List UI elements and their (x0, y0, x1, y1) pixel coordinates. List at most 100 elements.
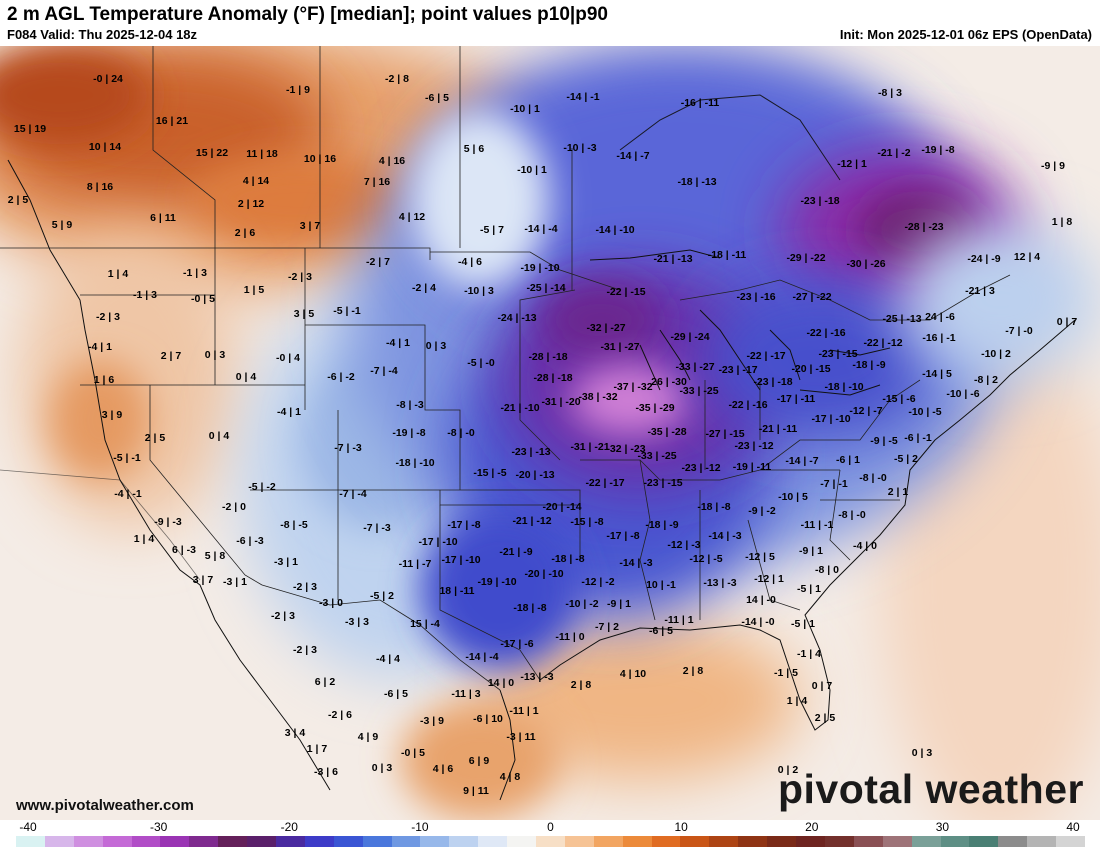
point-value-label: -3 | 6 (314, 766, 338, 778)
point-value-label: -8 | -5 (280, 519, 308, 531)
point-value-label: 2 | 7 (161, 350, 182, 362)
color-scale-segment (969, 836, 999, 847)
point-value-label: -11 | 0 (555, 631, 584, 643)
point-value-label: -29 | -22 (786, 252, 825, 264)
color-scale-bar (16, 836, 1085, 847)
point-value-label: -25 | -13 (882, 313, 921, 325)
point-value-label: -4 | 1 (277, 406, 301, 418)
point-value-label: -6 | -2 (327, 371, 355, 383)
point-value-label: -35 | -29 (635, 402, 674, 414)
color-scale-segment (160, 836, 190, 847)
color-scale-tick: -40 (19, 820, 37, 834)
color-scale-tick: 40 (1066, 820, 1080, 834)
point-value-label: -19 | -8 (392, 427, 425, 439)
point-value-label: 4 | 6 (433, 763, 454, 775)
point-value-label: 0 | 3 (912, 747, 933, 759)
point-value-label: -38 | -32 (578, 391, 617, 403)
point-value-label: -18 | -11 (708, 249, 747, 261)
color-scale-segment (651, 836, 681, 847)
point-value-label: -9 | 1 (799, 545, 823, 557)
point-value-label: 0 | 7 (1057, 316, 1078, 328)
point-value-label: -18 | -13 (677, 176, 716, 188)
point-value-label: -21 | -13 (653, 253, 692, 265)
point-value-label: -17 | -6 (500, 638, 533, 650)
point-value-label: -19 | -10 (477, 576, 516, 588)
point-value-label: -19 | -11 (733, 461, 772, 473)
point-value-label: -15 | -6 (882, 393, 915, 405)
color-scale-segment (449, 836, 479, 847)
point-value-label: 14 | 0 (488, 677, 514, 689)
point-value-label: -10 | 3 (464, 285, 494, 297)
point-value-label: -16 | -11 (681, 97, 720, 109)
point-value-label: -23 | -18 (753, 376, 792, 388)
point-value-label: -15 | -8 (570, 516, 603, 528)
point-value-label: 2 | 6 (235, 227, 256, 239)
point-value-label: -14 | -7 (616, 150, 649, 162)
point-value-label: -20 | -10 (524, 568, 563, 580)
point-value-label: -13 | -3 (703, 577, 736, 589)
point-value-label: -21 | -2 (877, 147, 910, 159)
point-value-label: -17 | -10 (441, 554, 480, 566)
point-value-label: 6 | 11 (150, 212, 176, 224)
point-value-label: -0 | 5 (191, 293, 215, 305)
point-value-label: -18 | -9 (852, 359, 885, 371)
point-value-label: -2 | 8 (385, 73, 409, 85)
point-value-label: -4 | 4 (376, 653, 400, 665)
point-value-label: 14 | -0 (746, 594, 776, 606)
point-values: -0 | 24 15 | 19 10 | 14 8 | 16 2 | 5 5 | 9 6 |… (8, 73, 1078, 797)
point-value-label: -21 | -9 (499, 546, 532, 558)
color-scale-segment (940, 836, 970, 847)
point-value-label: -2 | 3 (271, 610, 295, 622)
point-value-label: -14 | -7 (785, 455, 818, 467)
anomaly-field (0, 46, 1100, 820)
point-value-label: 1 | 5 (244, 284, 265, 296)
color-scale-tick: 0 (547, 820, 554, 834)
color-scale-segment (738, 836, 768, 847)
point-value-label: -12 | 5 (745, 551, 775, 563)
point-value-label: -17 | -8 (447, 519, 480, 531)
point-value-label: -23 | -17 (718, 364, 757, 376)
point-value-label: -7 | -1 (820, 478, 848, 490)
point-value-label: -6 | 5 (384, 688, 408, 700)
point-value-label: 4 | 9 (358, 731, 379, 743)
color-scale-segment (362, 836, 392, 847)
color-scale-segment (333, 836, 363, 847)
point-value-label: 6 | -3 (172, 544, 196, 556)
color-scale-segment (853, 836, 883, 847)
point-value-label: -23 | -15 (818, 348, 857, 360)
point-value-label: -8 | -0 (447, 427, 475, 439)
point-value-label: 3 | 9 (102, 409, 123, 421)
point-value-label: 4 | 14 (243, 175, 269, 187)
point-value-label: 4 | 16 (379, 155, 405, 167)
point-value-label: 10 | -1 (646, 579, 676, 591)
point-value-label: -12 | -5 (689, 553, 722, 565)
point-value-label: -2 | 3 (293, 644, 317, 656)
point-value-label: -2 | 7 (366, 256, 390, 268)
point-value-label: -4 | -1 (114, 488, 142, 500)
point-value-label: -1 | 9 (286, 84, 310, 96)
color-scale-segment (593, 836, 623, 847)
point-value-label: -18 | -10 (395, 457, 434, 469)
point-value-label: -22 | -17 (746, 350, 785, 362)
point-value-label: 15 | 19 (14, 123, 46, 135)
point-value-label: -18 | -8 (551, 553, 584, 565)
point-value-label: -5 | -1 (333, 305, 361, 317)
point-value-label: -5 | -2 (248, 481, 276, 493)
color-scale-segment (247, 836, 277, 847)
point-value-label: -6 | 5 (649, 625, 673, 637)
point-value-label: -7 | -3 (334, 442, 362, 454)
point-value-label: -22 | -16 (728, 399, 767, 411)
point-value-label: -14 | 5 (922, 368, 952, 380)
point-value-label: -31 | -21 (570, 441, 609, 453)
point-value-label: 7 | 16 (364, 176, 390, 188)
color-scale-segment (16, 836, 45, 847)
point-value-label: -8 | 3 (878, 87, 902, 99)
point-value-label: -5 | 1 (791, 618, 815, 630)
point-value-label: 10 | 16 (304, 153, 336, 165)
point-value-label: -0 | 4 (276, 352, 300, 364)
point-value-label: -0 | 5 (401, 747, 425, 759)
color-scale-segment (391, 836, 421, 847)
point-value-label: -4 | 1 (386, 337, 410, 349)
point-value-label: 4 | 12 (399, 211, 425, 223)
point-value-label: -24 | -9 (967, 253, 1000, 265)
